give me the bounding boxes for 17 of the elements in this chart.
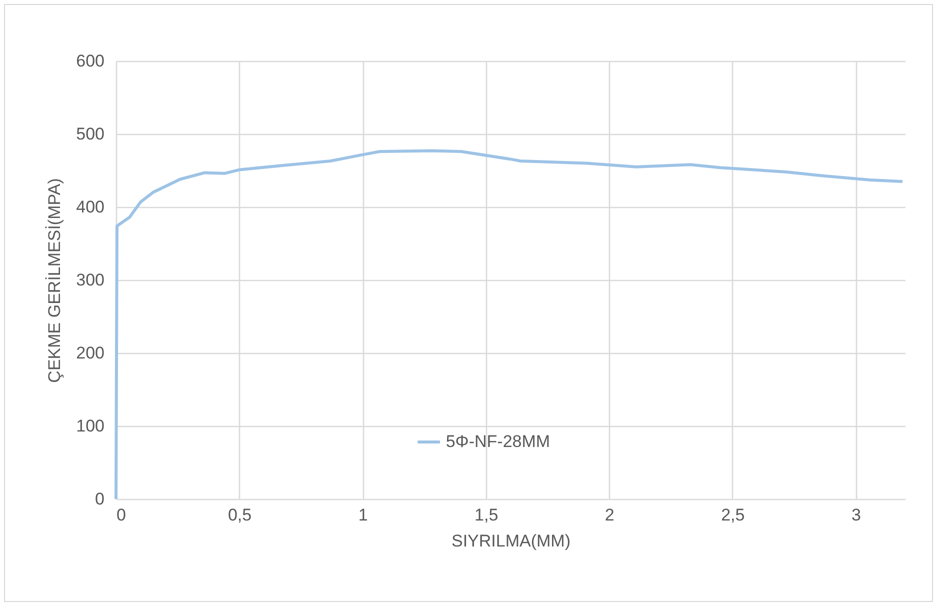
x-tick-label: 2,5 [721, 506, 745, 524]
x-tick-label: 0,5 [228, 506, 252, 524]
y-tick-label: 100 [76, 416, 104, 436]
y-tick-label: 500 [76, 124, 104, 144]
x-axis-title: SIYRILMA(MM) [452, 532, 570, 550]
legend-label: 5Φ-NF-28MM [446, 432, 550, 451]
y-tick-label: 0 [95, 490, 104, 508]
x-tick-label: 3 [851, 506, 861, 524]
y-tick-label: 200 [76, 344, 104, 362]
y-axis-title: ÇEKME GERİLMESİ(MPA) [45, 178, 64, 383]
x-tick-label: 1,5 [474, 506, 498, 524]
x-tick-label: 1 [358, 506, 368, 524]
y-tick-label: 300 [76, 270, 104, 290]
x-tick-label: 0 [116, 506, 126, 524]
y-tick-label: 600 [76, 52, 104, 70]
x-tick-label: 2 [604, 506, 614, 524]
y-tick-label: 400 [76, 198, 104, 216]
